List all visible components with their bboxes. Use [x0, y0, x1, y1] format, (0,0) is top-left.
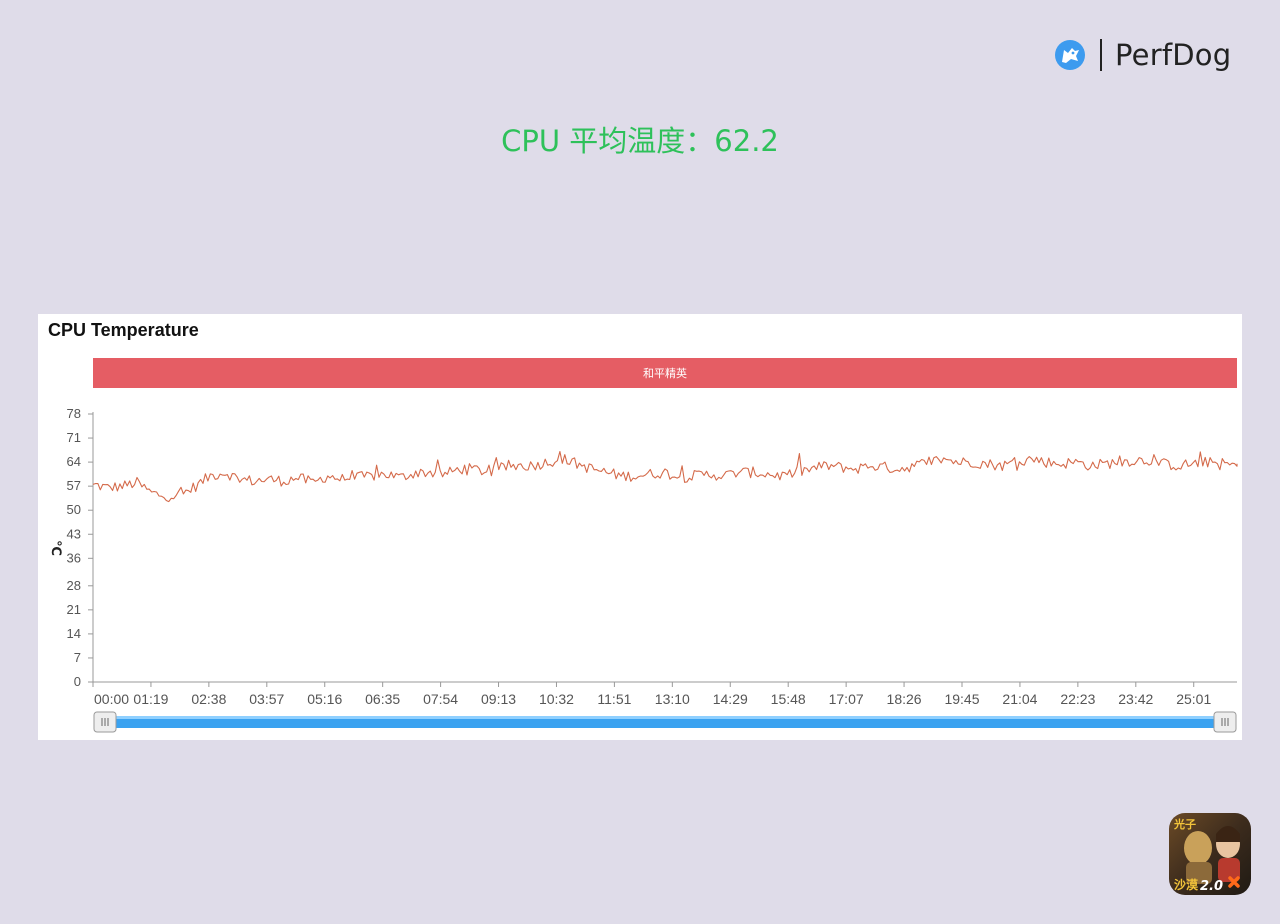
app-icon-title-text: 沙漠 — [1174, 877, 1199, 892]
x-tick-label: 09:13 — [481, 691, 516, 707]
x-tick-label: 03:57 — [249, 691, 284, 707]
perfdog-logo-icon — [1055, 40, 1085, 70]
y-tick-label: 28 — [67, 578, 81, 593]
brand-header: PerfDog — [1054, 38, 1231, 72]
x-tick-label: 17:07 — [829, 691, 864, 707]
x-tick-label: 25:01 — [1176, 691, 1211, 707]
time-range-slider-highlight — [105, 716, 1225, 719]
y-tick-label: 71 — [67, 430, 81, 445]
y-tick-label: 14 — [67, 626, 81, 641]
y-tick-label: 21 — [67, 602, 81, 617]
x-tick-label: 18:26 — [887, 691, 922, 707]
x-tick-label: 02:38 — [191, 691, 226, 707]
brand-divider — [1100, 39, 1102, 71]
y-axis-label: ℃ — [48, 540, 63, 556]
app-icon-version-text: 2.0 — [1200, 879, 1223, 894]
y-tick-label: 64 — [67, 454, 81, 469]
x-tick-label: 11:51 — [597, 691, 631, 707]
x-tick-label: 01:19 — [133, 691, 168, 707]
x-tick-label: 14:29 — [713, 691, 748, 707]
y-tick-label: 57 — [67, 478, 81, 493]
cpu-temperature-chart: 0 7 14 21 28 36 43 50 57 64 71 78 ℃ 00:00 01:19 02:38 03… — [48, 406, 1238, 733]
chart-title: CPU Temperature — [48, 320, 199, 340]
x-tick-label: 05:16 — [307, 691, 342, 707]
x-tick-label: 13:10 — [655, 691, 690, 707]
cpu-temperature-series-line — [92, 450, 1238, 503]
y-tick-label: 36 — [67, 550, 81, 565]
brand-name: PerfDog — [1115, 38, 1232, 72]
y-tick-label: 43 — [67, 526, 81, 541]
average-temperature-headline: CPU 平均温度：62.2 — [501, 124, 779, 158]
x-tick-label: 22:23 — [1060, 691, 1095, 707]
y-tick-label: 0 — [74, 674, 81, 689]
x-tick-label: 06:35 — [365, 691, 400, 707]
y-tick-label: 7 — [74, 650, 81, 665]
x-tick-label: 07:54 — [423, 691, 458, 707]
app-icon-publisher-text: 光子 — [1173, 817, 1196, 831]
x-tick-label: 00:00 — [94, 691, 129, 707]
y-tick-label: 78 — [67, 406, 81, 421]
x-tick-label: 21:04 — [1002, 691, 1037, 707]
game-app-icon: 光子 沙漠 2.0 — [1169, 813, 1251, 895]
y-tick-label: 50 — [67, 502, 81, 517]
x-tick-label: 19:45 — [944, 691, 979, 707]
game-annotation-label: 和平精英 — [643, 367, 687, 380]
x-tick-label: 23:42 — [1118, 691, 1153, 707]
chart-panel: 0 7 14 21 28 36 43 50 57 64 71 78 ℃ 00:00 01:19 02:38 03… — [38, 314, 1242, 740]
x-tick-label: 10:32 — [539, 691, 574, 707]
x-tick-label: 15:48 — [771, 691, 806, 707]
game-annotation-bar: 和平精英 — [93, 358, 1237, 388]
